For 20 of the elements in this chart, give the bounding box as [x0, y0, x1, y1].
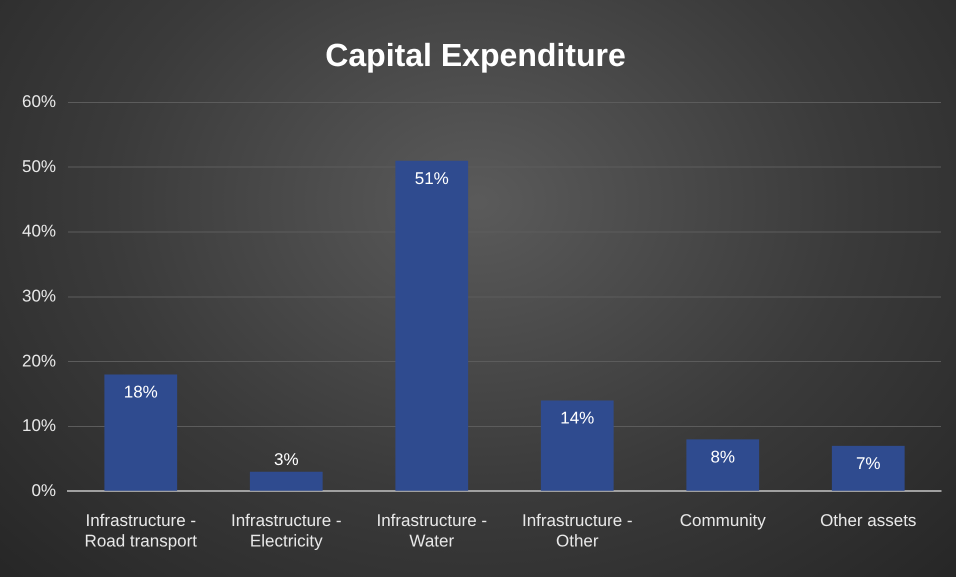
- y-tick-label: 50%: [22, 156, 56, 176]
- y-tick-label: 20%: [22, 351, 56, 370]
- y-tick-label: 60%: [22, 92, 56, 112]
- x-tick-label: Infrastructure - Road transport: [84, 511, 198, 550]
- chart-title: Capital Expenditure: [325, 37, 626, 74]
- y-tick-label: 30%: [22, 286, 56, 306]
- y-tick-label: 0%: [31, 480, 56, 500]
- data-label: 3%: [274, 450, 299, 469]
- x-tick-label: Other assets: [820, 511, 916, 530]
- data-label: 14%: [560, 408, 594, 428]
- data-label: 51%: [414, 168, 449, 188]
- y-tick-label: 40%: [22, 222, 56, 241]
- y-tick-label: 10%: [22, 416, 56, 436]
- data-label: 8%: [710, 448, 736, 467]
- x-tick-label: Infrastructure - Other: [522, 511, 633, 550]
- data-label: 18%: [124, 382, 158, 402]
- x-tick-label: Infrastructure - Electricity: [230, 511, 342, 550]
- x-tick-label: Community: [680, 511, 766, 530]
- x-tick-label: Infrastructure - Water: [376, 511, 488, 550]
- data-label: 7%: [856, 454, 881, 474]
